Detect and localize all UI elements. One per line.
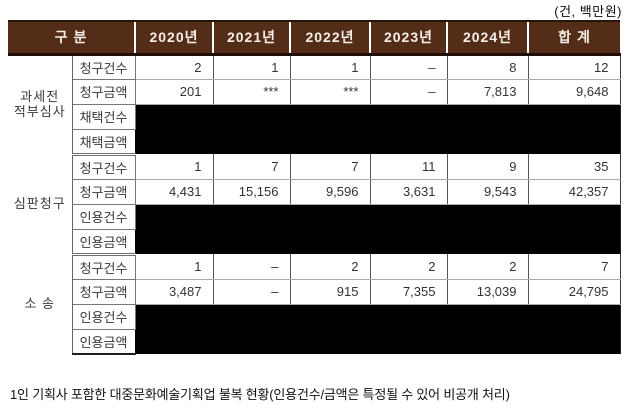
value-cell: 915 [289,279,370,305]
table-row: 과세전 적부심사 청구건수 2 1 1 – 8 12 [8,53,621,154]
total-cell: 35 [527,154,621,180]
row-label: 채택건수 [71,103,136,130]
header-category: 구 분 [8,20,135,56]
total-cell: 7 [527,254,621,280]
value-cell: *** [212,79,290,105]
header-row: 구 분 2020년 2021년 2022년 2023년 2024년 합 계 [8,20,620,56]
value-cell: 7 [212,154,290,180]
redacted-cell [134,104,621,154]
value-cell: 4,431 [134,179,213,205]
header-total: 합 계 [527,20,620,56]
table-row: 청구금액 201 *** *** – 7,813 9,648 [8,78,621,105]
appeals-table: 구 분 2020년 2021년 2022년 2023년 2024년 합 계 과세… [8,20,621,355]
value-cell: 7 [289,154,370,180]
row-label: 청구금액 [71,78,136,105]
value-cell: *** [289,79,370,105]
header-year-2020: 2020년 [134,20,213,56]
row-label: 청구금액 [71,278,136,305]
value-cell: 201 [134,79,213,105]
row-label: 인용금액 [71,228,136,256]
header-year-2024: 2024년 [446,20,528,56]
value-cell: 3,487 [134,279,213,305]
value-cell: 1 [289,54,370,80]
value-cell: 1 [134,154,213,180]
group-label: 심판청구 [8,154,73,254]
header-year-2023: 2023년 [369,20,447,56]
row-label: 청구금액 [71,178,136,205]
value-cell: 1 [134,254,213,280]
value-cell: 9,543 [446,179,528,205]
footnote: 1인 기획사 포함한 대중문화예술기획업 불복 현황(인용건수/금액은 특정될 … [10,387,510,402]
value-cell: 15,156 [212,179,290,205]
row-label: 인용건수 [71,203,136,230]
value-cell: – [369,79,447,105]
value-cell: 2 [134,54,213,80]
value-cell: 9,596 [289,179,370,205]
value-cell: 3,631 [369,179,447,205]
table-row: 인용건수 [8,303,621,354]
row-label: 인용건수 [71,303,136,330]
table-row: 채택금액 [8,128,620,156]
unit-label: (건, 백만원) [554,4,622,19]
value-cell: 7,813 [446,79,528,105]
value-cell: – [212,279,290,305]
value-cell: 1 [212,54,290,80]
redacted-cell [134,204,621,254]
row-label: 청구건수 [71,153,136,180]
table-row: 청구금액 4,431 15,156 9,596 3,631 9,543 42,3… [8,178,621,205]
redacted-cell [134,304,621,354]
value-cell: 7,355 [369,279,447,305]
value-cell: 8 [446,54,528,80]
table-row: 인용건수 [8,203,621,254]
table-row: 인용금액 [8,228,620,256]
row-label: 청구건수 [71,253,136,280]
total-cell: 24,795 [527,279,621,305]
value-cell: 2 [446,254,528,280]
value-cell: 13,039 [446,279,528,305]
value-cell: 2 [289,254,370,280]
group-label: 소 송 [8,254,73,354]
header-year-2021: 2021년 [212,20,290,56]
table-row: 인용금액 [8,328,620,355]
table-header: 구 분 2020년 2021년 2022년 2023년 2024년 합 계 [8,20,620,56]
value-cell: 11 [369,154,447,180]
value-cell: 9 [446,154,528,180]
table-row: 심판청구 청구건수 1 7 7 11 9 35 [8,153,621,254]
header-year-2022: 2022년 [289,20,370,56]
row-label: 채택금액 [71,128,136,156]
row-label: 인용금액 [71,328,136,355]
table-row: 청구금액 3,487 – 915 7,355 13,039 24,795 [8,278,621,305]
group-label: 과세전 적부심사 [8,54,73,154]
row-label: 청구건수 [71,53,136,80]
total-cell: 42,357 [527,179,621,205]
value-cell: 2 [369,254,447,280]
total-cell: 12 [527,54,621,80]
table-row: 채택건수 [8,103,621,154]
value-cell: – [369,54,447,80]
table-row: 소 송 청구건수 1 – 2 2 2 7 [8,253,621,354]
value-cell: – [212,254,290,280]
total-cell: 9,648 [527,79,621,105]
